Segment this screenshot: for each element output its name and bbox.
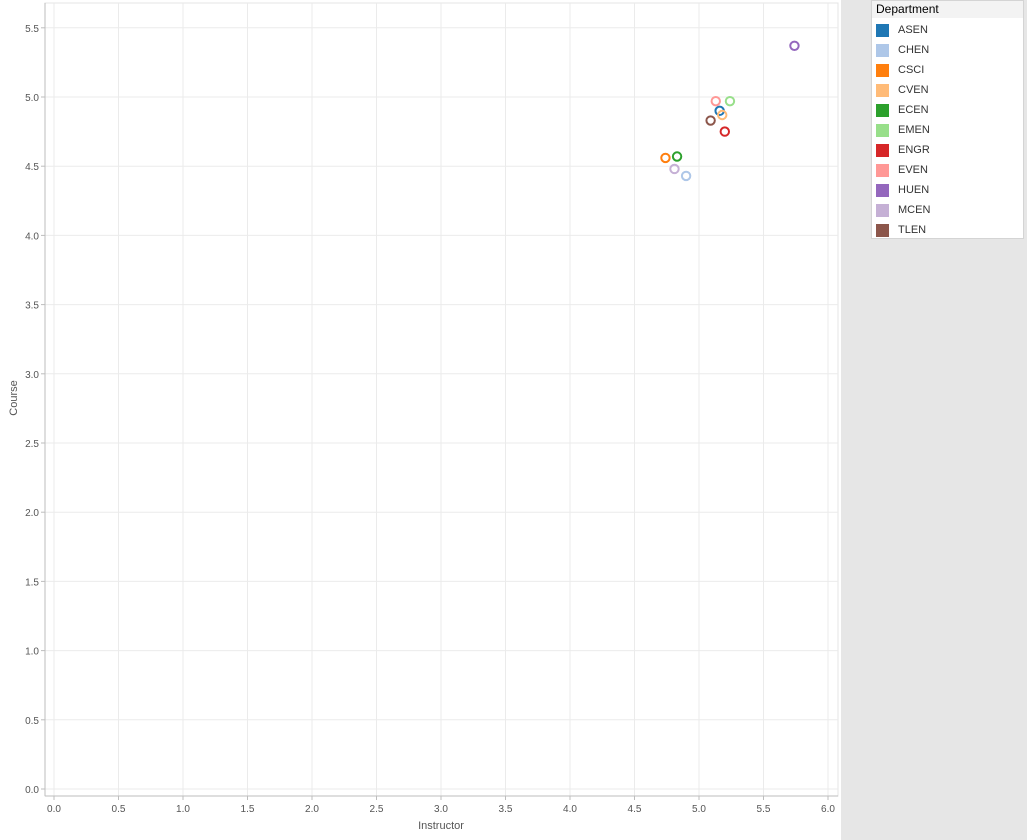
legend-item-tlen[interactable]: TLEN — [872, 220, 1023, 240]
scatter-plot: 0.0 0.5 1.0 1.5 2.0 2.5 3.0 3.5 4.0 4.5 5.0 5.5 6.0 0… — [8, 2, 839, 832]
y-tick-label: 1.5 — [25, 577, 39, 588]
data-point-ecen — [671, 151, 683, 162]
legend-swatch — [876, 163, 889, 177]
y-tick-label: 1.0 — [25, 647, 39, 658]
y-tick-label: 4.5 — [25, 162, 39, 173]
data-point-emen — [724, 95, 736, 107]
x-tick-label: 2.5 — [370, 804, 384, 815]
data-point-cven — [717, 109, 728, 121]
legend-swatch — [876, 223, 889, 237]
x-tick-label: 4.0 — [563, 804, 577, 815]
legend-item-cven[interactable]: CVEN — [872, 80, 1023, 100]
chart-pane: 0.0 0.5 1.0 1.5 2.0 2.5 3.0 3.5 4.0 4.5 5.0 5.5 6.0 0… — [0, 0, 841, 840]
data-point-mcen — [669, 163, 680, 175]
legend-label: ASEN — [898, 24, 928, 36]
y-tick-label: 2.5 — [25, 439, 39, 450]
legend-label: TLEN — [898, 224, 927, 236]
x-tick-label: 4.5 — [628, 804, 642, 815]
legend-item-emen[interactable]: EMEN — [872, 120, 1023, 140]
y-tick-label: 5.5 — [25, 24, 39, 35]
legend-label: ENGR — [898, 144, 930, 156]
data-point-chen — [680, 170, 692, 182]
x-tick-label: 1.5 — [241, 804, 255, 815]
y-tick-label: 5.0 — [25, 93, 39, 104]
legend-label: EMEN — [898, 124, 930, 136]
legend-label: HUEN — [898, 184, 930, 196]
legend-swatch — [876, 63, 889, 77]
legend-item-csci[interactable]: CSCI — [872, 60, 1023, 80]
y-tick-label: 0.5 — [25, 716, 39, 727]
data-point-csci — [660, 152, 671, 164]
y-tick-label: 2.0 — [25, 508, 39, 519]
legend-item-even[interactable]: EVEN — [872, 160, 1023, 180]
legend-label: CVEN — [898, 84, 929, 96]
legend-swatch — [876, 123, 889, 137]
y-axis-title: Course — [8, 380, 20, 415]
x-tick-label: 6.0 — [821, 804, 835, 815]
legend-items: ASEN CHEN CSCI CVEN ECEN EMEN ENGR EVEN HUEN MCEN… — [872, 18, 1023, 240]
legend-swatch — [876, 143, 889, 157]
legend-title: Department — [872, 1, 1023, 18]
legend-item-mcen[interactable]: MCEN — [872, 200, 1023, 220]
legend-item-chen[interactable]: CHEN — [872, 40, 1023, 60]
x-tick-label: 2.0 — [305, 804, 319, 815]
data-points — [660, 40, 800, 182]
legend-item-engr[interactable]: ENGR — [872, 140, 1023, 160]
legend-swatch — [876, 83, 889, 97]
legend-swatch — [876, 43, 889, 57]
x-tick-label: 0.5 — [112, 804, 126, 815]
legend-swatch — [876, 183, 889, 197]
legend-label: EVEN — [898, 164, 928, 176]
legend-label: CSCI — [898, 64, 925, 76]
legend-swatch — [876, 203, 889, 217]
x-tick-label: 5.5 — [757, 804, 771, 815]
x-axis-title: Instructor — [418, 820, 464, 832]
legend-label: CHEN — [898, 44, 930, 56]
y-tick-label: 4.0 — [25, 231, 39, 242]
grid-lines — [44, 2, 839, 797]
legend-label: MCEN — [898, 204, 931, 216]
legend-item-huen[interactable]: HUEN — [872, 180, 1023, 200]
data-point-engr — [719, 126, 730, 137]
data-point-even — [710, 95, 721, 107]
legend-swatch — [876, 103, 889, 117]
x-tick-label: 3.0 — [434, 804, 448, 815]
x-tick-label: 1.0 — [176, 804, 190, 815]
y-tick-label: 0.0 — [25, 785, 39, 796]
x-tick-label: 3.5 — [499, 804, 513, 815]
x-tick-label: 5.0 — [692, 804, 706, 815]
legend-label: ECEN — [898, 104, 929, 116]
data-point-tlen — [705, 115, 716, 126]
legend-swatch — [876, 23, 889, 37]
x-tick-label: 0.0 — [47, 804, 61, 815]
legend-item-ecen[interactable]: ECEN — [872, 100, 1023, 120]
legend: Department ASEN CHEN CSCI CVEN ECEN EMEN ENGR E… — [871, 0, 1024, 239]
legend-item-asen[interactable]: ASEN — [872, 20, 1023, 40]
y-tick-label: 3.5 — [25, 301, 39, 312]
y-tick-label: 3.0 — [25, 370, 39, 381]
axes: 0.0 0.5 1.0 1.5 2.0 2.5 3.0 3.5 4.0 4.5 5.0 5.5 6.0 0… — [25, 3, 838, 815]
data-point-huen — [789, 40, 800, 51]
